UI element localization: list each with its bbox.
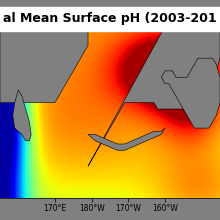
Polygon shape xyxy=(13,90,31,141)
Polygon shape xyxy=(88,26,220,166)
Polygon shape xyxy=(88,128,165,150)
Polygon shape xyxy=(0,26,88,103)
Title: al Mean Surface pH (2003-201: al Mean Surface pH (2003-201 xyxy=(3,12,217,25)
Polygon shape xyxy=(161,58,220,128)
